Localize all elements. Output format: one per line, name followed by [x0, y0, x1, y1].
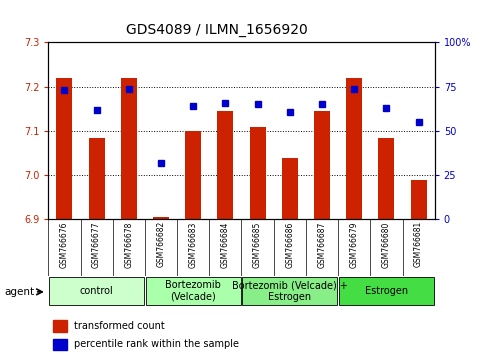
Bar — [53, 320, 68, 332]
Text: transformed count: transformed count — [74, 321, 165, 331]
Text: GSM766682: GSM766682 — [156, 221, 166, 267]
Bar — [57, 78, 72, 219]
Text: GSM766676: GSM766676 — [60, 221, 69, 268]
Text: GSM766677: GSM766677 — [92, 221, 101, 268]
Text: GSM766685: GSM766685 — [253, 221, 262, 268]
Bar — [153, 217, 169, 219]
Bar — [411, 180, 426, 219]
Text: Bortezomib
(Velcade): Bortezomib (Velcade) — [165, 280, 221, 302]
Text: GSM766687: GSM766687 — [317, 221, 327, 268]
Bar — [250, 126, 266, 219]
Text: Bortezomib (Velcade) +
Estrogen: Bortezomib (Velcade) + Estrogen — [232, 280, 348, 302]
Bar — [88, 138, 105, 219]
Text: GDS4089 / ILMN_1656920: GDS4089 / ILMN_1656920 — [127, 23, 308, 37]
Bar — [282, 158, 298, 219]
Bar — [217, 111, 233, 219]
Text: GSM766679: GSM766679 — [350, 221, 359, 268]
Bar — [314, 111, 330, 219]
Text: GSM766683: GSM766683 — [189, 221, 198, 268]
Bar — [346, 78, 362, 219]
Text: GSM766680: GSM766680 — [382, 221, 391, 268]
Text: percentile rank within the sample: percentile rank within the sample — [74, 339, 239, 349]
Text: GSM766686: GSM766686 — [285, 221, 294, 268]
Text: agent: agent — [5, 287, 35, 297]
Text: control: control — [80, 286, 114, 296]
FancyBboxPatch shape — [242, 277, 338, 305]
Bar — [121, 78, 137, 219]
Text: GSM766678: GSM766678 — [124, 221, 133, 268]
Bar — [378, 138, 395, 219]
Text: GSM766684: GSM766684 — [221, 221, 230, 268]
FancyBboxPatch shape — [49, 277, 144, 305]
Bar — [53, 338, 68, 350]
Text: Estrogen: Estrogen — [365, 286, 408, 296]
Bar — [185, 131, 201, 219]
FancyBboxPatch shape — [339, 277, 434, 305]
FancyBboxPatch shape — [145, 277, 241, 305]
Text: GSM766681: GSM766681 — [414, 221, 423, 267]
